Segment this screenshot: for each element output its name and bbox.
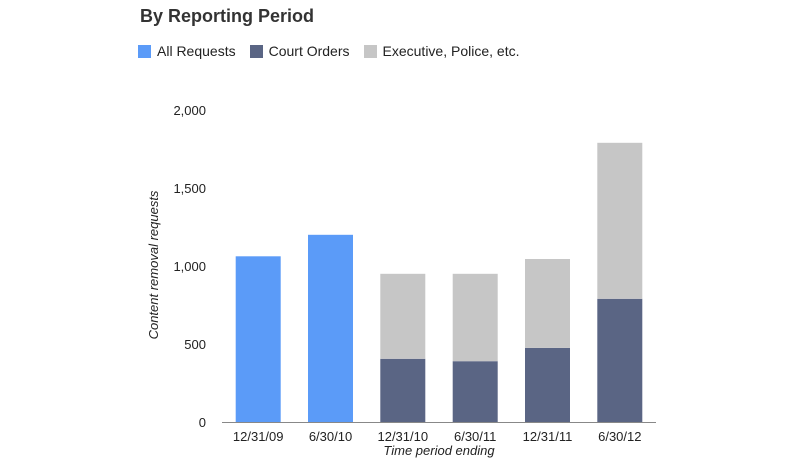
x-tick-label: 6/30/12 — [598, 429, 641, 444]
chart-title: By Reporting Period — [140, 6, 315, 26]
legend-label-executive-police: Executive, Police, etc. — [382, 43, 520, 59]
bar-court-orders[interactable] — [452, 361, 498, 422]
legend: All Requests Court Orders Executive, Pol… — [138, 43, 533, 59]
legend-label-all-requests: All Requests — [157, 43, 236, 59]
bar-court-orders[interactable] — [380, 358, 426, 422]
legend-swatch-executive-police — [363, 44, 377, 58]
bar-court-orders[interactable] — [525, 347, 570, 422]
bar-executive-police[interactable] — [525, 259, 570, 348]
y-axis-label: Content removal requests — [146, 190, 161, 339]
bar-executive-police[interactable] — [452, 273, 498, 362]
x-tick-label: 12/31/09 — [233, 429, 284, 444]
bar-all-requests[interactable] — [235, 256, 281, 422]
x-tick-label: 6/30/11 — [454, 429, 496, 444]
bar-executive-police[interactable] — [380, 273, 426, 359]
x-tick-label: 12/31/10 — [377, 429, 428, 444]
legend-swatch-all-requests — [138, 44, 151, 58]
y-tick-label: 1,500 — [173, 181, 206, 196]
bar-court-orders[interactable] — [597, 298, 643, 422]
legend-item-court-orders[interactable]: Court Orders — [249, 43, 350, 59]
bar-executive-police[interactable] — [597, 142, 643, 299]
x-axis-label: Time period ending — [383, 443, 495, 458]
y-tick-label: 1,000 — [173, 259, 206, 274]
legend-item-executive-police[interactable]: Executive, Police, etc. — [363, 43, 520, 59]
y-axis-ticks: 0 500 1,000 1,500 2,000 — [173, 103, 206, 430]
bars — [235, 142, 643, 422]
y-tick-label: 500 — [184, 337, 206, 352]
legend-label-court-orders: Court Orders — [268, 43, 350, 59]
y-tick-label: 0 — [199, 415, 206, 430]
bar-all-requests[interactable] — [308, 234, 353, 422]
x-tick-label: 6/30/10 — [309, 429, 352, 444]
legend-swatch-court-orders — [249, 44, 263, 58]
legend-item-all-requests[interactable]: All Requests — [138, 43, 236, 59]
x-axis-ticks: 12/31/09 6/30/10 12/31/10 6/30/11 12/31/11 6/… — [233, 429, 642, 444]
y-tick-label: 2,000 — [173, 103, 206, 118]
x-tick-label: 12/31/11 — [523, 429, 573, 444]
